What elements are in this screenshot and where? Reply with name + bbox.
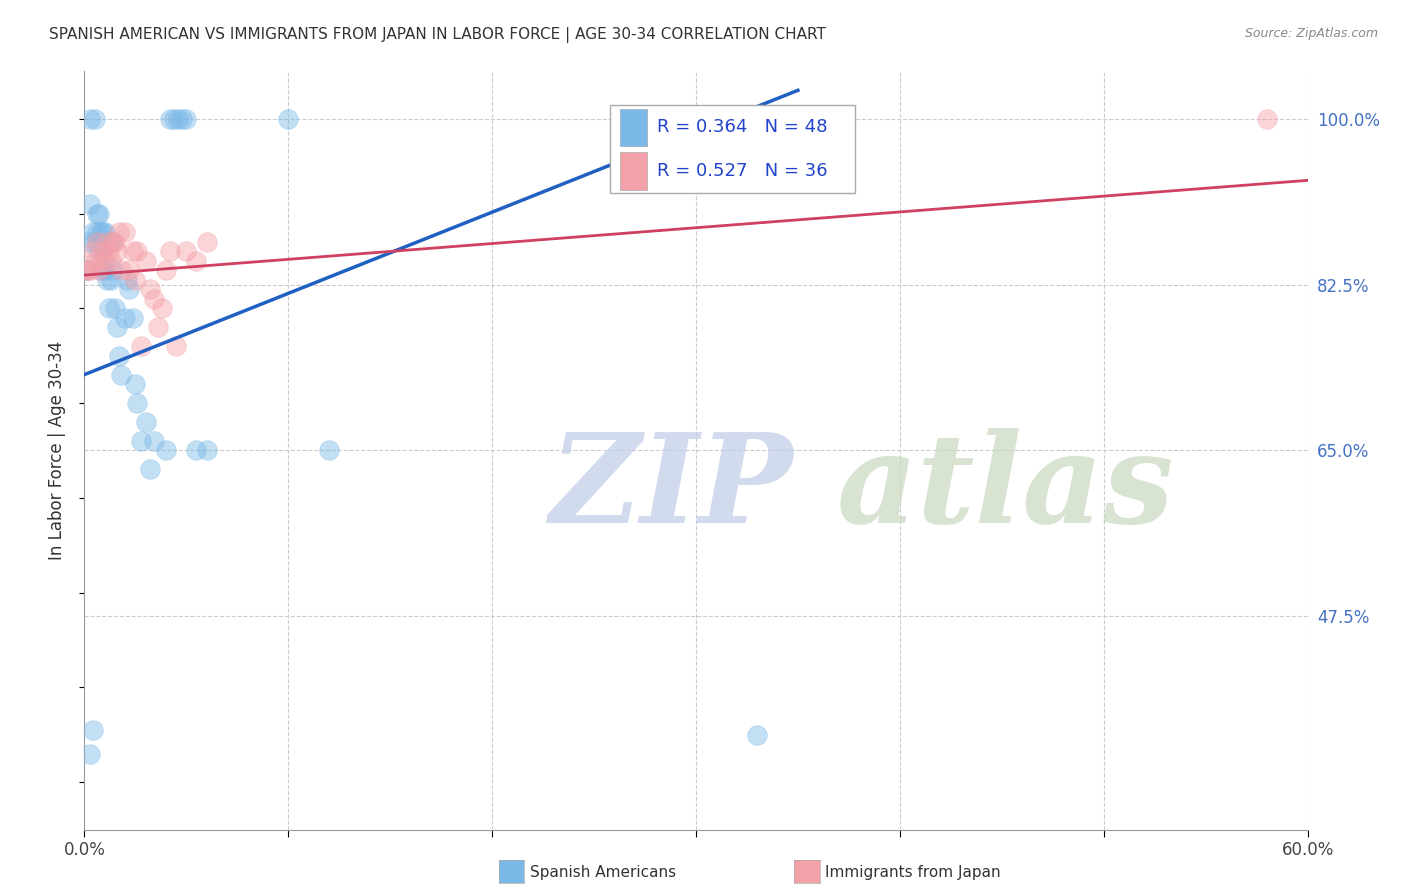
Point xyxy=(114,310,136,325)
Point xyxy=(118,263,141,277)
Point xyxy=(142,292,165,306)
Point xyxy=(104,235,127,249)
Point xyxy=(159,244,181,259)
Text: Source: ZipAtlas.com: Source: ZipAtlas.com xyxy=(1244,27,1378,40)
Text: Spanish Americans: Spanish Americans xyxy=(530,865,676,880)
Point xyxy=(91,244,114,259)
Point xyxy=(142,434,165,448)
Point xyxy=(87,206,110,220)
Y-axis label: In Labor Force | Age 30-34: In Labor Force | Age 30-34 xyxy=(48,341,66,560)
Point xyxy=(195,443,218,458)
Point xyxy=(706,112,728,126)
Point xyxy=(277,112,299,126)
Point xyxy=(146,320,169,334)
Point xyxy=(135,254,157,268)
Bar xyxy=(620,153,647,190)
Point xyxy=(118,282,141,296)
Point xyxy=(122,310,145,325)
Point xyxy=(101,235,124,249)
Point xyxy=(96,273,118,287)
Point xyxy=(82,244,104,259)
Point xyxy=(127,396,149,410)
Point xyxy=(167,112,190,126)
Point xyxy=(186,443,208,458)
Point xyxy=(83,235,105,249)
Point xyxy=(79,263,101,277)
Point xyxy=(91,244,114,259)
Point xyxy=(105,244,128,259)
Text: atlas: atlas xyxy=(837,427,1174,549)
Point xyxy=(100,273,122,287)
Point xyxy=(165,339,187,353)
Point xyxy=(97,301,120,316)
Point xyxy=(83,112,105,126)
Point xyxy=(105,320,128,334)
Point xyxy=(101,263,124,277)
Text: SPANISH AMERICAN VS IMMIGRANTS FROM JAPAN IN LABOR FORCE | AGE 30-34 CORRELATION: SPANISH AMERICAN VS IMMIGRANTS FROM JAPA… xyxy=(49,27,827,43)
Point xyxy=(87,244,110,259)
Point xyxy=(96,235,118,249)
Point xyxy=(97,244,120,259)
Point xyxy=(87,263,110,277)
Point xyxy=(150,301,173,316)
Point xyxy=(131,339,153,353)
Point xyxy=(104,301,127,316)
Point xyxy=(174,112,197,126)
Point xyxy=(79,197,101,211)
Point xyxy=(86,235,108,249)
Point xyxy=(172,112,194,126)
Point xyxy=(91,226,114,240)
Point xyxy=(127,244,149,259)
Point xyxy=(1256,112,1278,126)
Point xyxy=(115,273,138,287)
Point xyxy=(195,235,218,249)
Point xyxy=(93,254,115,268)
Point xyxy=(93,226,115,240)
Point xyxy=(159,112,181,126)
Point xyxy=(100,235,122,249)
Point xyxy=(108,349,131,363)
Point xyxy=(186,254,208,268)
Point xyxy=(108,226,131,240)
Point xyxy=(86,226,108,240)
Point xyxy=(110,263,132,277)
Point xyxy=(135,415,157,429)
Point xyxy=(75,263,97,277)
Point xyxy=(90,263,112,277)
Point xyxy=(83,254,105,268)
Point xyxy=(131,434,153,448)
Point xyxy=(77,235,100,249)
Point xyxy=(174,244,197,259)
Point xyxy=(75,263,97,277)
Text: Immigrants from Japan: Immigrants from Japan xyxy=(825,865,1001,880)
Point xyxy=(124,377,146,392)
Point xyxy=(155,443,177,458)
Point xyxy=(77,263,100,277)
Point xyxy=(82,723,104,737)
Point xyxy=(138,462,160,476)
Text: R = 0.364   N = 48: R = 0.364 N = 48 xyxy=(657,119,827,136)
Point xyxy=(747,728,769,742)
Point xyxy=(100,254,122,268)
Point xyxy=(93,263,115,277)
Point xyxy=(114,226,136,240)
Point xyxy=(82,226,104,240)
Point xyxy=(79,112,101,126)
Bar xyxy=(610,105,855,193)
Point xyxy=(318,443,340,458)
Point xyxy=(110,368,132,382)
Text: R = 0.527   N = 36: R = 0.527 N = 36 xyxy=(657,161,828,180)
Point xyxy=(79,747,101,761)
Point xyxy=(155,263,177,277)
Point xyxy=(122,244,145,259)
Point xyxy=(138,282,160,296)
Point xyxy=(163,112,186,126)
Point xyxy=(90,254,112,268)
Point xyxy=(90,226,112,240)
Point xyxy=(124,273,146,287)
Bar xyxy=(620,109,647,146)
Point xyxy=(86,206,108,220)
Text: ZIP: ZIP xyxy=(550,427,793,549)
